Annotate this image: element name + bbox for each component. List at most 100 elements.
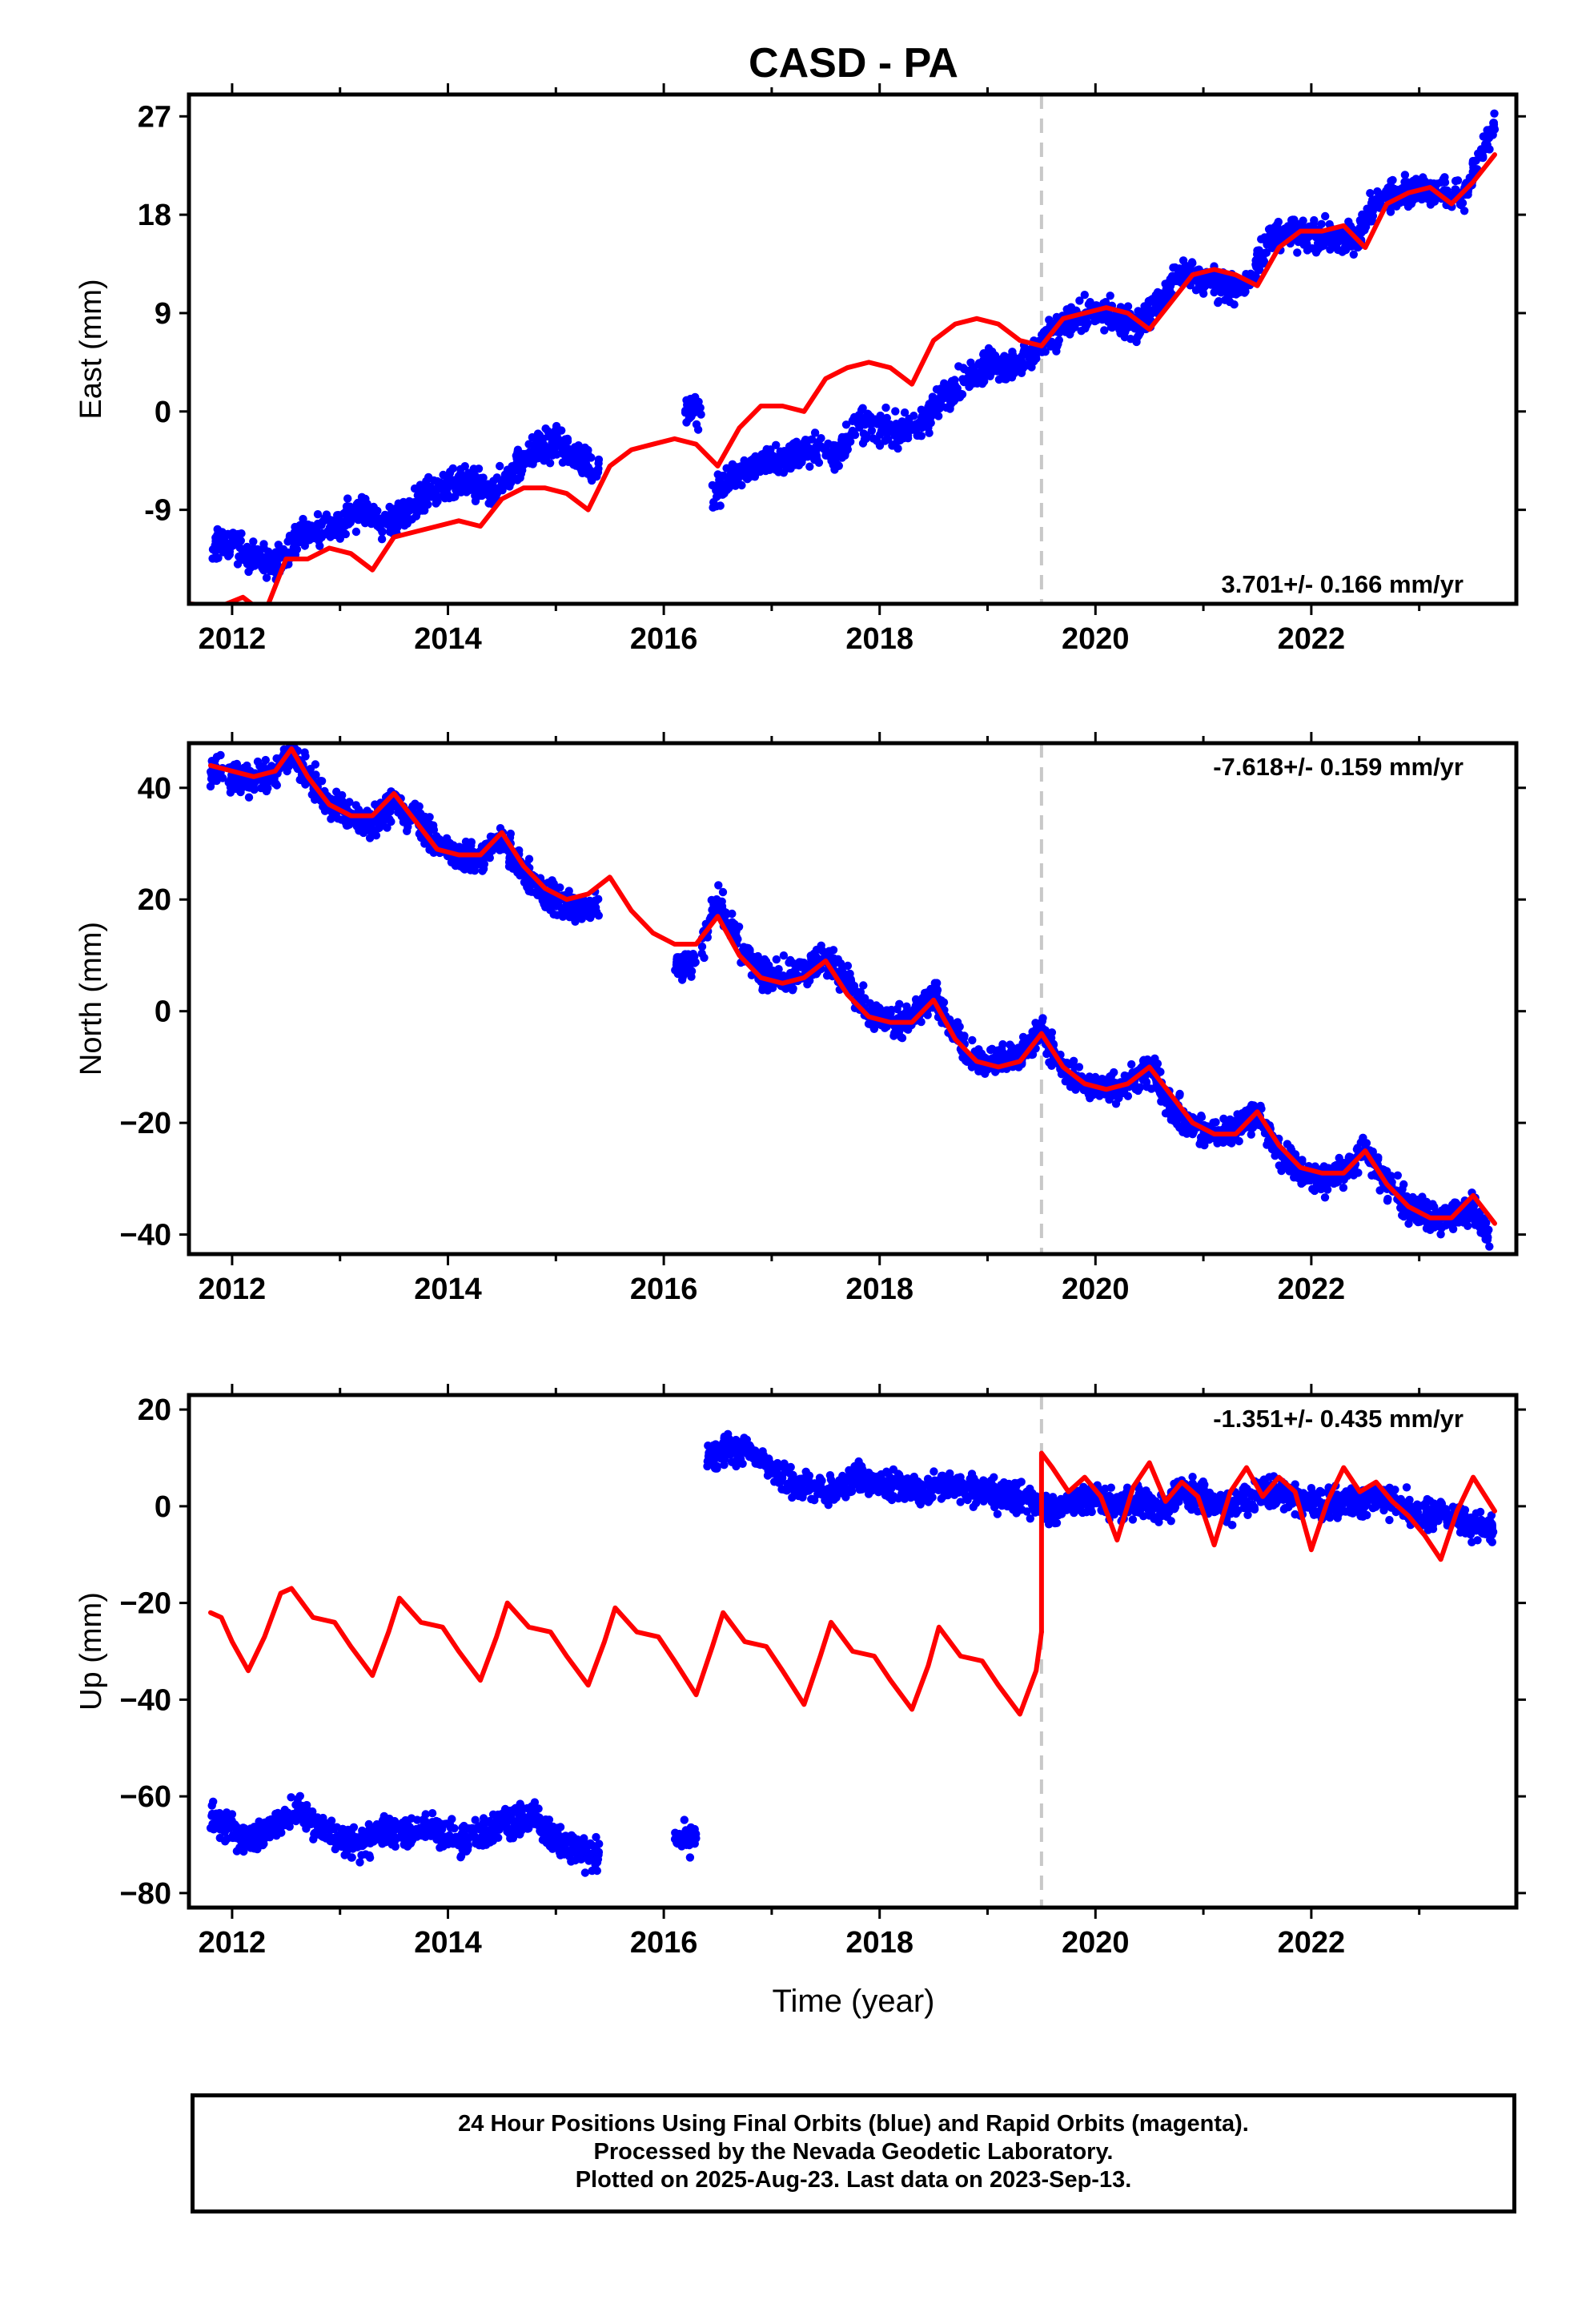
- data-point: [360, 519, 370, 528]
- y-tick-label: 27: [138, 100, 171, 134]
- data-point: [1426, 179, 1435, 187]
- data-point: [448, 464, 457, 473]
- data-point: [1483, 1228, 1492, 1237]
- data-point: [733, 466, 741, 476]
- data-point: [772, 955, 781, 964]
- data-point: [1382, 187, 1391, 195]
- data-point: [211, 547, 220, 556]
- data-point: [1298, 1156, 1307, 1164]
- data-point: [1101, 298, 1110, 307]
- data-point: [209, 776, 218, 786]
- north-model-line-1: [1038, 1031, 1497, 1226]
- data-point: [244, 793, 254, 802]
- data-point: [837, 453, 847, 462]
- data-point: [1488, 131, 1497, 139]
- data-point: [1116, 320, 1126, 329]
- data-point: [841, 420, 851, 429]
- data-point: [1169, 271, 1178, 281]
- data-point: [1460, 207, 1469, 215]
- data-point: [1247, 1130, 1256, 1139]
- data-point: [1062, 305, 1071, 314]
- data-point: [479, 473, 488, 482]
- x-tick-label: 2016: [630, 622, 698, 656]
- x-tick-label: 2014: [414, 622, 482, 656]
- data-point: [1310, 215, 1319, 225]
- data-point: [488, 497, 497, 506]
- data-point: [685, 402, 694, 411]
- data-point: [690, 952, 699, 961]
- east-data-series-0: [208, 421, 604, 584]
- data-point: [909, 425, 917, 434]
- data-point: [1485, 1242, 1494, 1251]
- data-point: [1214, 298, 1223, 308]
- data-point: [1127, 1059, 1136, 1069]
- data-point: [1489, 119, 1498, 127]
- north-y-axis-label: North (mm): [74, 922, 108, 1076]
- data-point: [1363, 204, 1371, 213]
- data-point: [271, 554, 280, 563]
- data-point: [1287, 1145, 1296, 1155]
- data-point: [1089, 1091, 1098, 1100]
- data-point: [968, 1035, 977, 1045]
- data-point: [469, 464, 478, 473]
- data-point: [460, 462, 469, 471]
- data-point: [394, 499, 403, 508]
- data-point: [1254, 1120, 1263, 1130]
- data-point: [565, 913, 574, 922]
- data-point: [504, 481, 512, 490]
- data-point: [1326, 245, 1335, 254]
- data-point: [272, 781, 281, 790]
- data-point: [1259, 259, 1267, 268]
- data-point: [317, 777, 327, 786]
- data-point: [1344, 217, 1353, 226]
- data-point: [1320, 1193, 1330, 1202]
- data-point: [886, 1008, 895, 1018]
- y-tick-label: −40: [120, 1219, 171, 1252]
- data-point: [1331, 240, 1340, 249]
- data-point: [1134, 331, 1143, 340]
- data-point: [1490, 109, 1499, 118]
- y-tick-label: 0: [155, 995, 171, 1029]
- data-point: [403, 826, 412, 836]
- data-point: [535, 449, 544, 458]
- data-point: [825, 951, 833, 960]
- data-point: [1222, 288, 1231, 297]
- data-point: [1191, 286, 1201, 295]
- chart-title: CASD - PA: [749, 40, 958, 86]
- data-point: [360, 817, 369, 826]
- data-point: [916, 431, 925, 440]
- data-point: [739, 464, 748, 472]
- north-plot-area: [206, 743, 1497, 1254]
- data-point: [496, 461, 504, 471]
- data-point: [715, 480, 724, 489]
- data-point: [1418, 1192, 1427, 1201]
- y-tick-label: 0: [155, 396, 171, 429]
- data-point: [365, 834, 375, 842]
- data-point: [557, 426, 566, 435]
- data-point: [404, 517, 413, 525]
- data-point: [262, 573, 271, 582]
- data-point: [1104, 317, 1113, 326]
- data-point: [1038, 1017, 1047, 1026]
- data-point: [371, 800, 379, 809]
- data-point: [865, 999, 874, 1007]
- data-point: [796, 444, 805, 452]
- data-point: [1135, 1083, 1145, 1092]
- data-point: [377, 535, 387, 544]
- data-point: [547, 903, 556, 912]
- data-point: [897, 1023, 906, 1032]
- data-point: [259, 540, 268, 549]
- x-tick-label: 2012: [199, 622, 267, 656]
- data-point: [972, 376, 981, 384]
- data-point: [1308, 1184, 1317, 1193]
- x-tick-label: 2022: [1278, 1273, 1346, 1306]
- data-point: [1415, 1217, 1425, 1226]
- data-point: [275, 547, 285, 556]
- data-point: [342, 502, 351, 511]
- data-point: [974, 359, 984, 368]
- x-tick-label: 2012: [199, 1273, 267, 1306]
- data-point: [335, 534, 344, 543]
- data-point: [458, 475, 467, 484]
- data-point: [882, 429, 892, 438]
